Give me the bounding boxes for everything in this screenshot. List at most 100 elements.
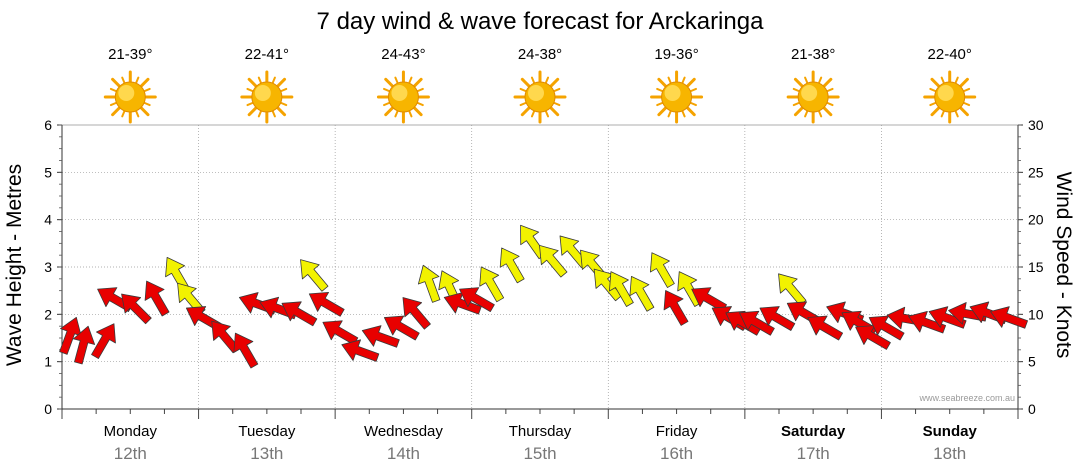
day-date: 13th <box>250 444 283 463</box>
sun-ray <box>940 109 945 118</box>
wind-arrow <box>928 306 967 329</box>
sun-ray <box>792 101 801 107</box>
sun-ray <box>549 77 560 88</box>
day-name: Thursday <box>509 423 572 440</box>
sun-ray <box>247 106 258 117</box>
sun-ray <box>408 109 413 118</box>
sun-ray <box>954 109 959 118</box>
wind-arrow <box>807 315 844 341</box>
sun-ray <box>143 101 151 107</box>
day-name: Sunday <box>923 423 978 440</box>
wind-arrow <box>121 293 152 325</box>
wind-arrow-shape <box>807 315 844 341</box>
sun-ray <box>530 76 536 85</box>
wind-arrow-shape <box>868 315 905 341</box>
sun-ray <box>519 87 528 93</box>
wind-arrow-shape <box>361 325 400 348</box>
sun-ray <box>930 77 941 88</box>
sun-ray <box>685 106 696 117</box>
sun-ray <box>519 101 528 107</box>
wind-arrow-shape <box>629 275 655 312</box>
sun-icon <box>240 70 294 124</box>
wind-arrow-shape <box>308 291 345 317</box>
sun-ray <box>279 101 288 107</box>
sun-ray <box>139 106 150 117</box>
sun-ray <box>111 106 122 117</box>
sun-ray <box>792 87 801 93</box>
sun-icon <box>923 70 977 124</box>
wind-arrow-shape <box>144 280 170 317</box>
wind-arrow-shape <box>417 264 441 303</box>
wind-arrow-shape <box>663 290 689 326</box>
wind-arrow-shape <box>539 245 568 278</box>
sun-ray <box>552 101 561 107</box>
left-tick-label: 1 <box>44 354 52 370</box>
temperature-label: 21-39° <box>108 46 152 63</box>
temperature-row: 21-39° 22-41° 24-43° 24-38° 19-36° 21-38° 22-4… <box>108 46 972 63</box>
right-tick-label: 30 <box>1028 117 1044 133</box>
sun-ray <box>657 106 668 117</box>
sun-ray <box>667 76 672 85</box>
left-tick-label: 6 <box>44 117 52 133</box>
sun-highlight <box>937 85 954 101</box>
sun-ray <box>384 77 395 88</box>
wind-arrow <box>281 301 318 327</box>
day-name: Saturday <box>781 423 846 440</box>
wind-arrow <box>609 271 634 307</box>
sun-ray <box>383 87 391 93</box>
wind-arrow <box>417 264 441 303</box>
sun-ray <box>552 87 561 93</box>
sun-highlight <box>391 85 408 101</box>
sun-ray <box>958 106 969 117</box>
wind-arrow-shape <box>759 306 796 331</box>
sun-ray <box>275 77 287 88</box>
wind-arrow <box>649 252 675 288</box>
wind-arrow-shape <box>341 339 380 362</box>
right-tick-label: 15 <box>1028 259 1044 275</box>
wind-arrows <box>59 224 1028 369</box>
sun-ray <box>394 76 399 85</box>
sun-ray <box>383 101 391 107</box>
weather-icons <box>103 70 977 124</box>
right-tick-label: 0 <box>1028 401 1036 417</box>
chart-title: 7 day wind & wave forecast for Arckaring… <box>317 8 765 35</box>
sun-ray <box>685 77 696 88</box>
wind-arrow-shape <box>281 301 318 327</box>
wind-arrow <box>499 247 525 284</box>
wind-arrow-shape <box>300 259 329 292</box>
sun-ray <box>121 76 126 85</box>
sun-ray <box>962 101 971 107</box>
wind-arrow-shape <box>739 310 775 336</box>
wind-arrow-shape <box>91 323 116 359</box>
wind-arrow <box>341 339 380 362</box>
sun-ray <box>143 87 151 93</box>
left-tick-label: 4 <box>44 212 52 228</box>
sun-ray <box>940 76 945 85</box>
temperature-label: 24-38° <box>518 46 562 63</box>
sun-ray <box>689 101 697 107</box>
day-labels: Monday 12th Tuesday 13th Wednesday 14th Thursd… <box>104 423 978 463</box>
right-tick-label: 5 <box>1028 354 1036 370</box>
wind-arrow-shape <box>479 266 505 303</box>
wind-arrow <box>868 315 905 341</box>
sun-ray <box>656 101 664 107</box>
sun-ray <box>826 87 834 93</box>
sun-ray <box>954 76 959 85</box>
day-date: 12th <box>114 444 147 463</box>
day-date: 16th <box>660 444 693 463</box>
left-tick-label: 3 <box>44 259 52 275</box>
sun-ray <box>271 76 276 85</box>
day-date: 18th <box>933 444 966 463</box>
left-axis: 0 1 2 3 4 5 6 <box>44 117 62 417</box>
day-name: Tuesday <box>238 423 295 440</box>
sun-ray <box>520 77 531 88</box>
sun-ray <box>412 106 423 117</box>
wind-arrow-shape <box>121 293 152 325</box>
right-axis-title: Wind Speed - Knots <box>1052 172 1075 359</box>
sun-ray <box>271 109 276 118</box>
temperature-label: 22-41° <box>245 46 289 63</box>
sun-ray <box>689 87 697 93</box>
sun-ray <box>394 109 399 118</box>
sun-ray <box>817 109 823 118</box>
sun-ray <box>139 77 150 88</box>
